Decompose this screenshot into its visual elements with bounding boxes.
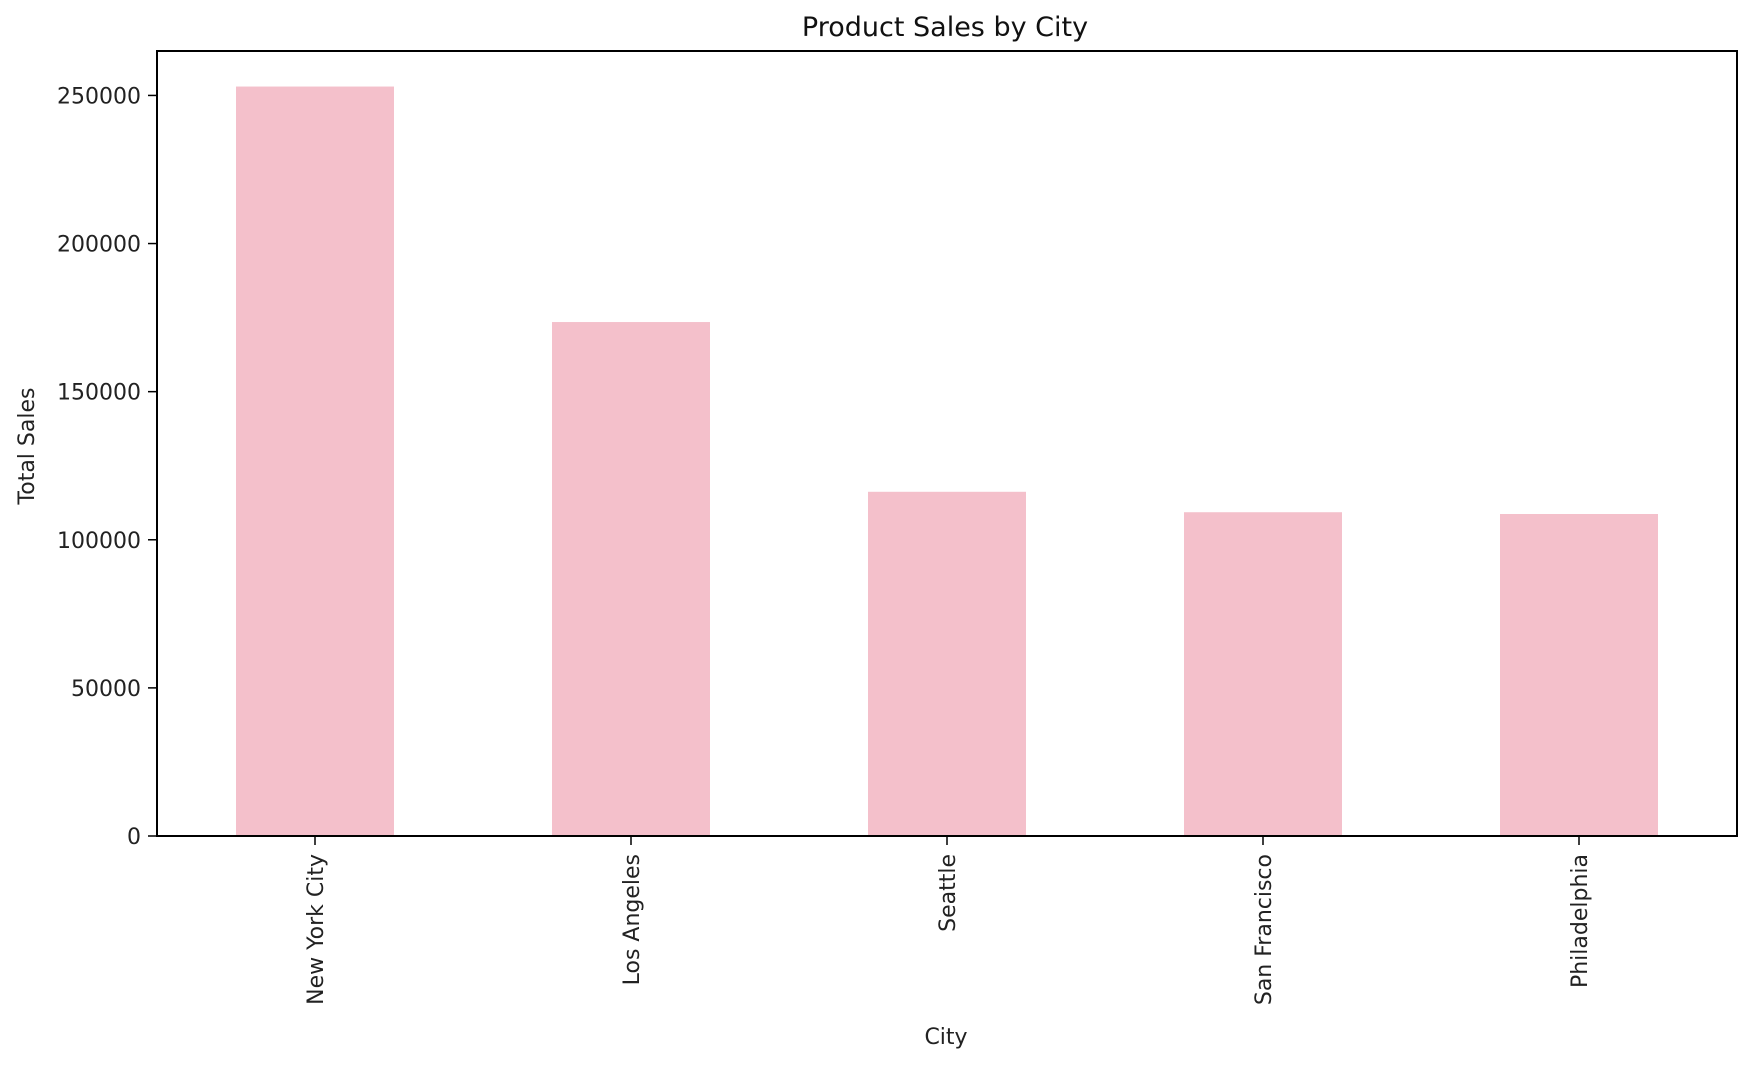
y-tick-label: 0 [127, 825, 141, 850]
bar-new-york-city [236, 86, 394, 836]
bars-group [236, 86, 1658, 836]
x-tick-label: Philadelphia [1568, 854, 1593, 988]
bar-seattle [868, 491, 1026, 836]
y-tick-label: 50000 [71, 677, 141, 702]
y-tick-label: 200000 [57, 233, 141, 258]
bar-philadelphia [1500, 514, 1658, 836]
bar-san-francisco [1184, 512, 1342, 836]
x-axis-label: City [924, 1025, 967, 1050]
x-tick-label: San Francisco [1252, 854, 1277, 1005]
x-tick-label: Seattle [936, 854, 961, 932]
y-axis-label: Total Sales [15, 388, 40, 506]
y-axis: 0 50000 100000 150000 200000 250000 [57, 84, 157, 850]
chart-title: Product Sales by City [802, 12, 1088, 43]
x-tick-label: Los Angeles [620, 854, 645, 985]
y-tick-label: 100000 [57, 529, 141, 554]
bar-los-angeles [552, 322, 710, 836]
x-tick-label: New York City [304, 854, 329, 1005]
x-axis: New York City Los Angeles Seattle San Franc… [304, 836, 1593, 1005]
y-tick-label: 250000 [57, 84, 141, 109]
y-tick-label: 150000 [57, 381, 141, 406]
